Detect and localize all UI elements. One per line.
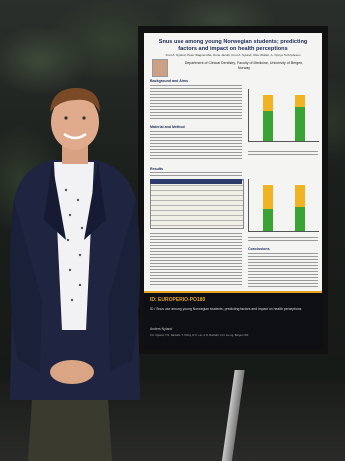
presenter-name: Anders Nyland — [150, 327, 173, 331]
section-background-heading: Background and Aims — [150, 79, 189, 83]
bar-chart-top — [248, 89, 319, 142]
presenter-headshot — [152, 59, 168, 77]
poster-title: Snus use among young Norwegian students;… — [158, 39, 308, 52]
coauthor-list: K.F. Nyland, T.N. Rantahi, T. Olshy, R.K… — [150, 334, 249, 337]
chart-bar — [295, 185, 305, 231]
results-intro-text — [150, 172, 242, 178]
background-text — [150, 85, 242, 121]
results-text — [150, 233, 242, 287]
chart-top-caption — [248, 151, 318, 157]
poster-id: ID: EUROPERIO-PO180 — [150, 297, 206, 303]
section-methods-heading: Material and Method — [150, 125, 185, 129]
chart-bar — [295, 95, 305, 141]
research-poster: Snus use among young Norwegian students;… — [144, 33, 322, 291]
chart-bar — [263, 95, 273, 141]
results-table — [150, 179, 244, 229]
bar-chart-bottom — [248, 179, 319, 232]
results-table-header — [150, 179, 242, 184]
chart-bar — [263, 185, 273, 231]
conclusions-text — [248, 253, 318, 287]
section-conclusions-heading: Conclusions — [248, 247, 270, 251]
poster-authors: Knut A. Nyland, Peter Wagner-Mai, Dorte … — [165, 53, 301, 57]
methods-text — [150, 131, 242, 161]
poster-banner: ID: EUROPERIO-PO180 ID / Snus use among … — [144, 291, 322, 349]
presenter-person — [9, 88, 141, 461]
banner-accent — [144, 291, 322, 293]
chart-bottom-caption — [248, 237, 318, 243]
poster-department: Department of Clinical Dentistry, Facult… — [184, 61, 304, 70]
banner-subtitle: ID / Snus use among young Norwegian stud… — [150, 307, 302, 311]
section-results-heading: Results — [150, 167, 163, 171]
